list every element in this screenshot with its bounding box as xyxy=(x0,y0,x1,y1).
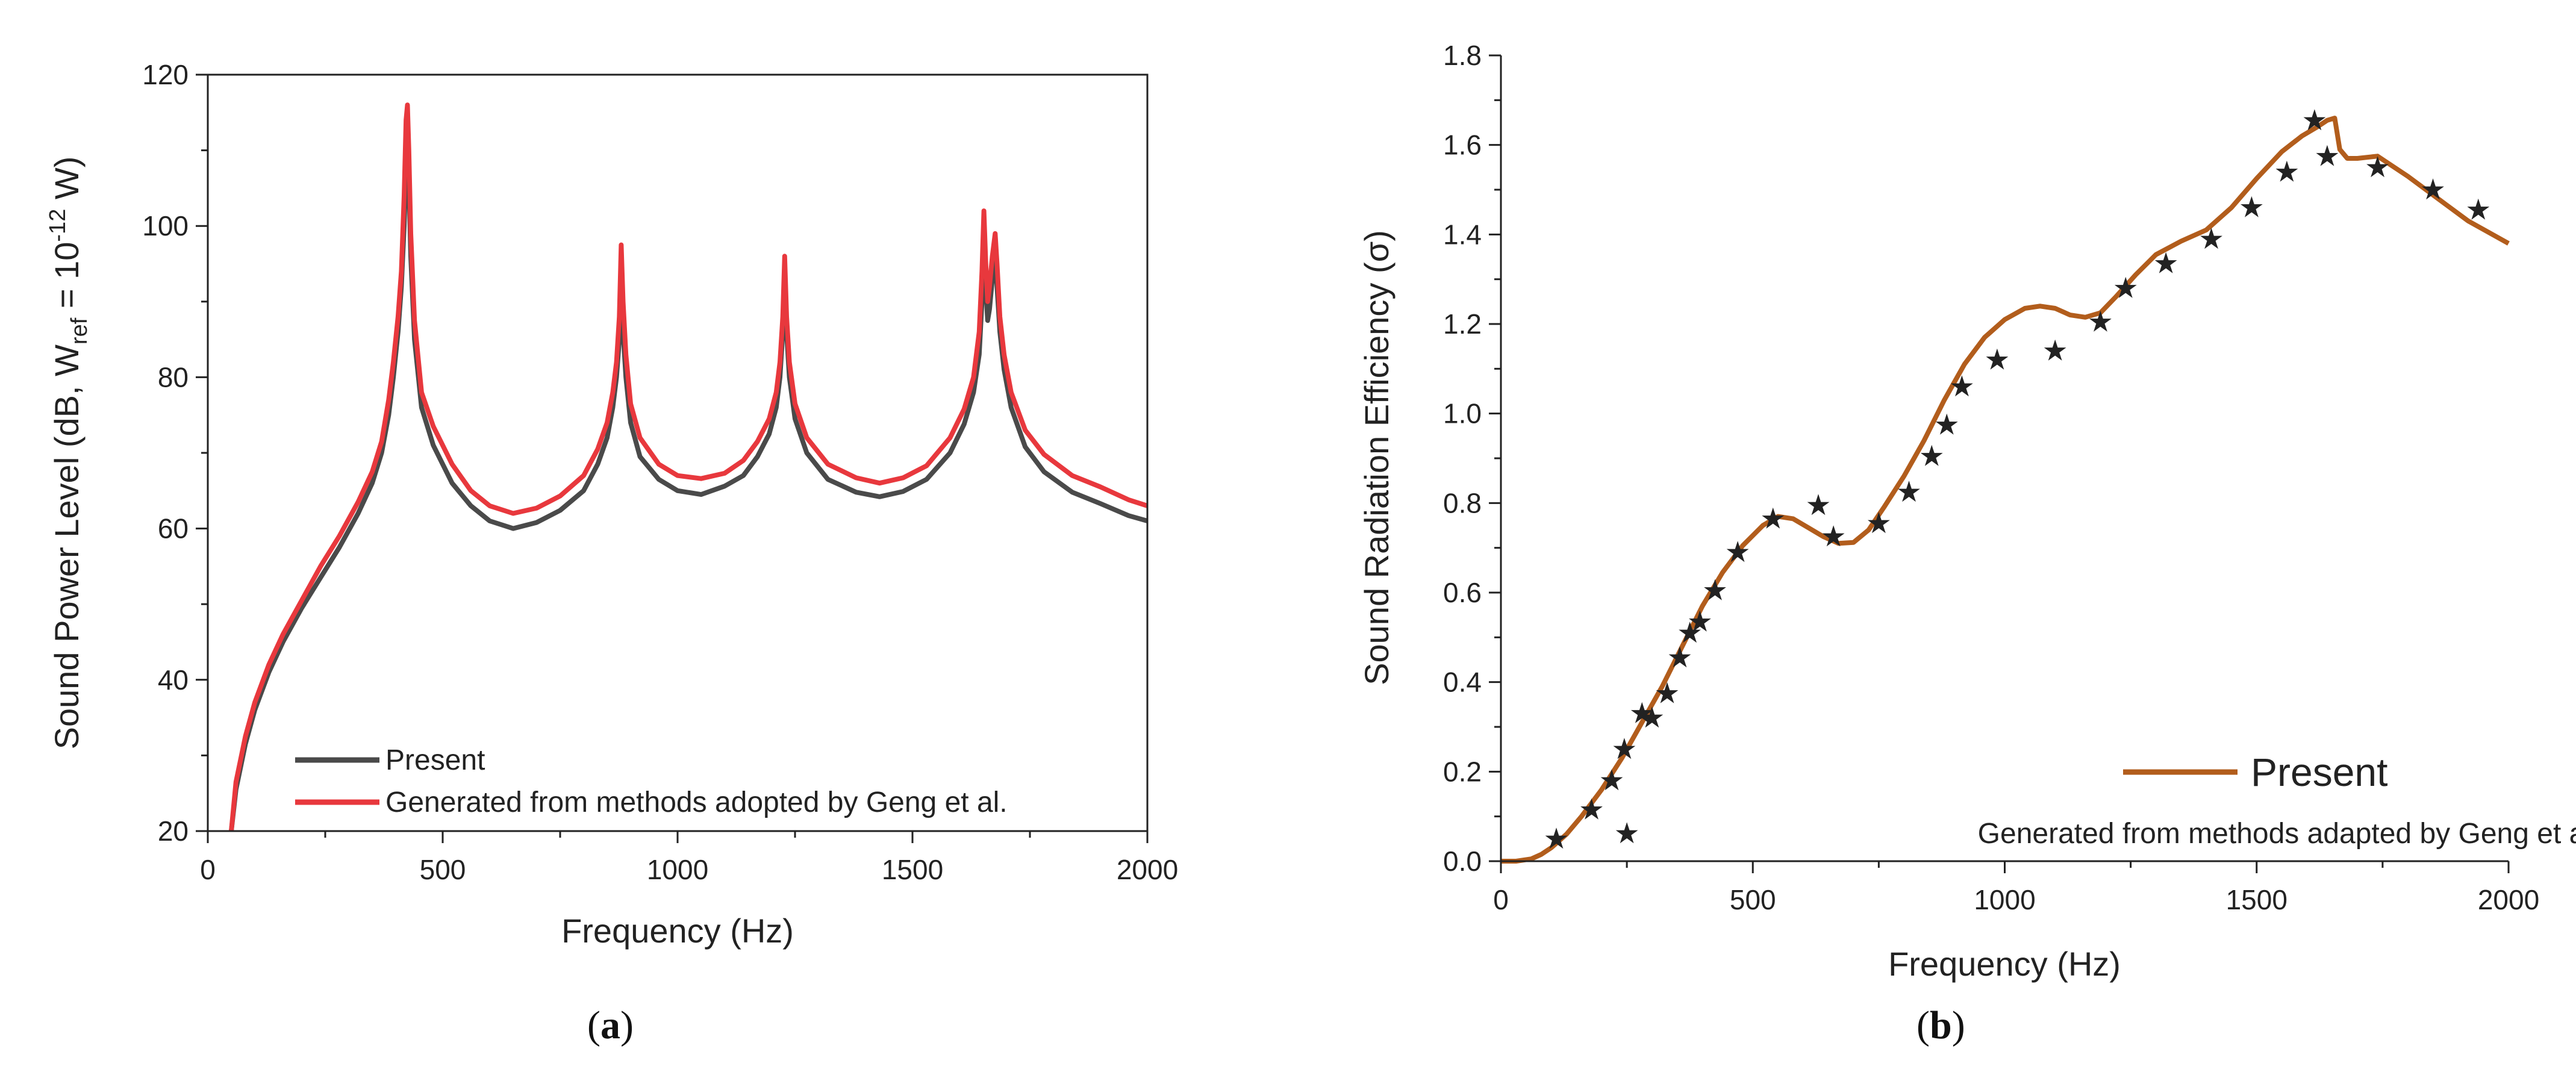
chart-b-star-point: ★ xyxy=(1677,617,1703,649)
chart-b-star-point: ★ xyxy=(1654,678,1680,709)
chart-b-ytick-label: 0.2 xyxy=(1443,756,1482,787)
chart-b-star-point: ★ xyxy=(1919,440,1945,472)
chart-a-xtick-label: 1500 xyxy=(882,854,943,885)
chart-b-ytick-label: 1.6 xyxy=(1443,129,1482,161)
caption-b-letter: b xyxy=(1929,1003,1952,1047)
chart-b-star-point: ★ xyxy=(1611,734,1637,765)
chart-b-star-point: ★ xyxy=(1725,537,1751,568)
chart-a-series-line-1 xyxy=(229,102,1149,832)
chart-b-svg: ★★★★★★★★★★★★★ ★★ ★★★★★★ ★★★★★★★★★ ★★★ 0 500 10… xyxy=(1358,40,2576,983)
chart-b-legend-geng: Generated from methods adapted by Geng e… xyxy=(1978,818,2576,850)
chart-b-star-point: ★ xyxy=(2465,194,2491,226)
chart-b-star-point: ★ xyxy=(1667,642,1692,674)
chart-b-ylabel: Sound Radiation Efficiency (σ) xyxy=(1358,230,1396,685)
chart-a-svg: 0 500 1000 1500 2000 20 40 60 80 100 120 Frequency… xyxy=(45,59,1178,950)
chart-panel-b: ★ ★ ★ ★ ★ ★ ★ ★ ★ ★ ★ ★ ★ ★ ★ ★ ★ ★ ★ ★ ★ ★ ★ ★ ★ ★ ★ ★ ★ ★ ★ ★ ★ 0 500 10… xyxy=(1289,0,2576,1081)
chart-a-frame xyxy=(207,73,1149,832)
chart-b-star-point: ★ xyxy=(1934,409,1960,441)
chart-a-legend: Present Generated from methods adopted b… xyxy=(295,744,1008,818)
chart-a-ytick-label: 20 xyxy=(158,815,189,847)
chart-b-star-point: ★ xyxy=(1599,765,1625,797)
caption-b: (b) xyxy=(1916,1003,1965,1047)
chart-a-marks xyxy=(229,102,1149,832)
chart-b-xtick-label: 1000 xyxy=(1974,884,2035,915)
chart-b-star-point: ★ xyxy=(1896,476,1922,508)
chart-b-ytick-label: 0.8 xyxy=(1443,487,1482,519)
caption-a: (a) xyxy=(587,1003,634,1047)
chart-b-star-point: ★ xyxy=(1984,344,2010,376)
chart-b-ytick-label: 0.6 xyxy=(1443,577,1482,608)
chart-b-star-point: ★ xyxy=(1866,508,1892,540)
chart-b-star-point: ★ xyxy=(1639,702,1665,734)
chart-b-star-point: ★ xyxy=(1702,575,1728,606)
chart-a-ylabel-sub: ref xyxy=(67,317,92,344)
chart-b-star-point: ★ xyxy=(1821,521,1847,553)
chart-b-marks: ★★★★★★★★★★★★★ ★★ ★★★★★★ ★★★★★★★★★ ★★★ xyxy=(1501,105,2510,864)
chart-b-ytick-label: 1.4 xyxy=(1443,219,1482,250)
chart-a-ytick-label: 60 xyxy=(158,513,189,544)
chart-panel-a: 0 500 1000 1500 2000 20 40 60 80 100 120 Frequency… xyxy=(0,0,1235,1081)
chart-b-xtick-label: 2000 xyxy=(2478,884,2539,915)
chart-a-ytick-label: 80 xyxy=(158,361,189,393)
chart-b-xtick-label: 0 xyxy=(1493,884,1509,915)
chart-a-legend-present: Present xyxy=(385,744,485,776)
chart-b-star-point: ★ xyxy=(2420,174,2446,206)
chart-b-star-point: ★ xyxy=(1949,371,1975,403)
chart-b-star-point: ★ xyxy=(1579,794,1605,826)
chart-b-star-point: ★ xyxy=(2042,335,2068,367)
chart-b-ytick-label: 1.8 xyxy=(1443,40,1482,71)
chart-b-star-point: ★ xyxy=(2314,140,2340,172)
chart-b-xtick-label: 1500 xyxy=(2226,884,2288,915)
chart-b-star-point: ★ xyxy=(2301,105,2327,137)
chart-b-star-point: ★ xyxy=(1805,490,1831,522)
chart-a-ylabel-mid: = 10 xyxy=(48,242,86,318)
chart-a-ytick-label: 40 xyxy=(158,664,189,696)
chart-a-ticks: 0 500 1000 1500 2000 20 40 60 80 100 120 xyxy=(142,59,1178,885)
chart-b-legend: Present ★ Generated from methods adapted… xyxy=(1614,750,2576,850)
chart-b-star-point: ★ xyxy=(2113,273,2139,305)
chart-a-xlabel: Frequency (Hz) xyxy=(561,912,794,950)
chart-a-xtick-label: 500 xyxy=(420,854,466,885)
chart-a-ylabel: Sound Power Level (dB, Wref = 10-12 W) xyxy=(45,157,92,750)
caption-a-letter: a xyxy=(600,1003,620,1047)
chart-a-ylabel-sup: -12 xyxy=(45,209,70,242)
chart-b-star-point: ★ xyxy=(2239,192,2265,224)
chart-b-star-point: ★ xyxy=(1543,823,1569,855)
chart-b-star-point: ★ xyxy=(1629,698,1655,730)
chart-a-ytick-label: 120 xyxy=(142,59,189,90)
chart-b-legend-present: Present xyxy=(2251,750,2387,794)
chart-b-ytick-label: 0.4 xyxy=(1443,667,1482,698)
chart-b-star-point: ★ xyxy=(2088,306,2113,338)
chart-b-star-point: ★ xyxy=(2153,248,2179,280)
chart-b-ytick-label: 0.0 xyxy=(1443,846,1482,877)
chart-a-xtick-label: 1000 xyxy=(647,854,708,885)
chart-a-ytick-label: 100 xyxy=(142,210,189,241)
chart-b-xlabel: Frequency (Hz) xyxy=(1888,945,2121,983)
chart-b-star-point: ★ xyxy=(2365,152,2390,184)
chart-a-xtick-label: 2000 xyxy=(1117,854,1178,885)
chart-b-legend-star-marker: ★ xyxy=(1614,818,1640,850)
chart-b-ytick-label: 1.2 xyxy=(1443,308,1482,340)
chart-b-ticks: 0 500 1000 1500 2000 0.0 0.2 0.4 0.6 0.8 1.0 1.2 1.4… xyxy=(1443,40,2539,915)
chart-a-ylabel-end: W) xyxy=(48,157,86,209)
chart-b-star-point: ★ xyxy=(1760,503,1786,535)
chart-b-xtick-label: 500 xyxy=(1730,884,1776,915)
chart-b-ytick-label: 1.0 xyxy=(1443,398,1482,429)
chart-b-star-point: ★ xyxy=(2274,156,2300,188)
chart-b-series-line-present xyxy=(1501,116,2510,864)
chart-b-star-point: ★ xyxy=(1687,606,1713,638)
chart-a-ylabel-main: Sound Power Level (dB, W xyxy=(48,344,86,749)
chart-a-xtick-label: 0 xyxy=(200,854,216,885)
chart-b-star-point: ★ xyxy=(2198,223,2224,255)
chart-a-legend-geng: Generated from methods adopted by Geng e… xyxy=(385,787,1008,818)
